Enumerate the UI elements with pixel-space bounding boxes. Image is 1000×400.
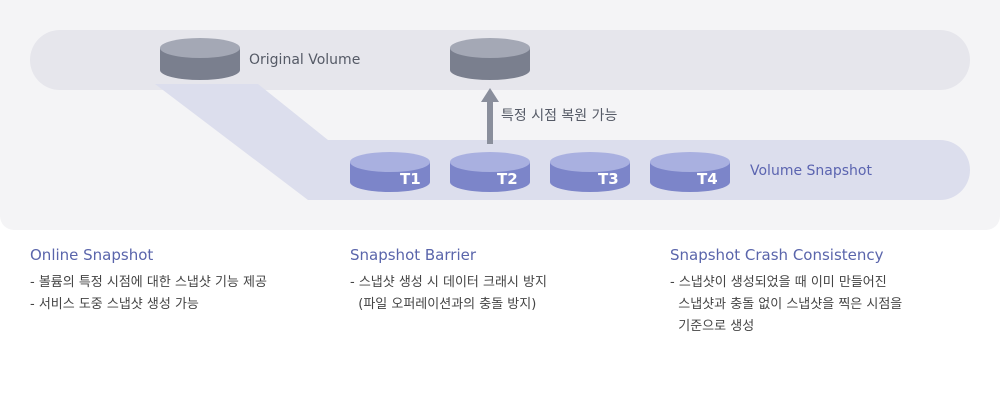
feature-snapshot-crash-consistency: Snapshot Crash Consistency - 스냅샷이 생성되었을 … — [670, 246, 980, 338]
feature-line: 스냅샷과 충돌 없이 스냅샷을 찍은 시점을 — [670, 297, 903, 312]
snapshot-cylinder-t1: T1 — [350, 152, 430, 192]
feature-title: Snapshot Barrier — [350, 246, 477, 264]
snapshot-label-t2: T2 — [497, 170, 518, 188]
snapshot-cylinder-t3: T3 — [550, 152, 630, 192]
feature-online-snapshot: Online Snapshot - 볼륨의 특정 시점에 대한 스냅샷 기능 제… — [30, 246, 340, 316]
restore-arrow-icon — [481, 88, 499, 144]
feature-snapshot-barrier: Snapshot Barrier - 스냅샷 생성 시 데이터 크래시 방지 (… — [350, 246, 660, 316]
snapshot-track-label: Volume Snapshot — [750, 163, 872, 179]
feature-title: Online Snapshot — [30, 246, 154, 264]
restored-volume-cylinder — [450, 38, 530, 80]
feature-line: - 볼륨의 특정 시점에 대한 스냅샷 기능 제공 — [30, 275, 267, 290]
feature-line: - 스냅샷 생성 시 데이터 크래시 방지 — [350, 275, 547, 290]
snapshot-cylinder-t4: T4 — [650, 152, 730, 192]
snapshot-diagram: Original Volume 특정 시점 복원 가능 T1 T2 T3 T4 … — [30, 30, 970, 200]
snapshot-label-t4: T4 — [697, 170, 718, 188]
snapshot-cylinder-t2: T2 — [450, 152, 530, 192]
original-volume-cylinder — [160, 38, 240, 80]
snapshot-label-t3: T3 — [598, 170, 619, 188]
feature-line: 기준으로 생성 — [670, 319, 755, 334]
feature-line: (파일 오퍼레이션과의 충돌 방지) — [350, 297, 537, 312]
feature-line: - 스냅샷이 생성되었을 때 이미 만들어진 — [670, 275, 887, 290]
feature-line: - 서비스 도중 스냅샷 생성 가능 — [30, 297, 199, 312]
feature-title: Snapshot Crash Consistency — [670, 246, 884, 264]
original-volume-label: Original Volume — [249, 52, 360, 68]
restore-label: 특정 시점 복원 가능 — [501, 108, 618, 124]
snapshot-label-t1: T1 — [400, 170, 421, 188]
